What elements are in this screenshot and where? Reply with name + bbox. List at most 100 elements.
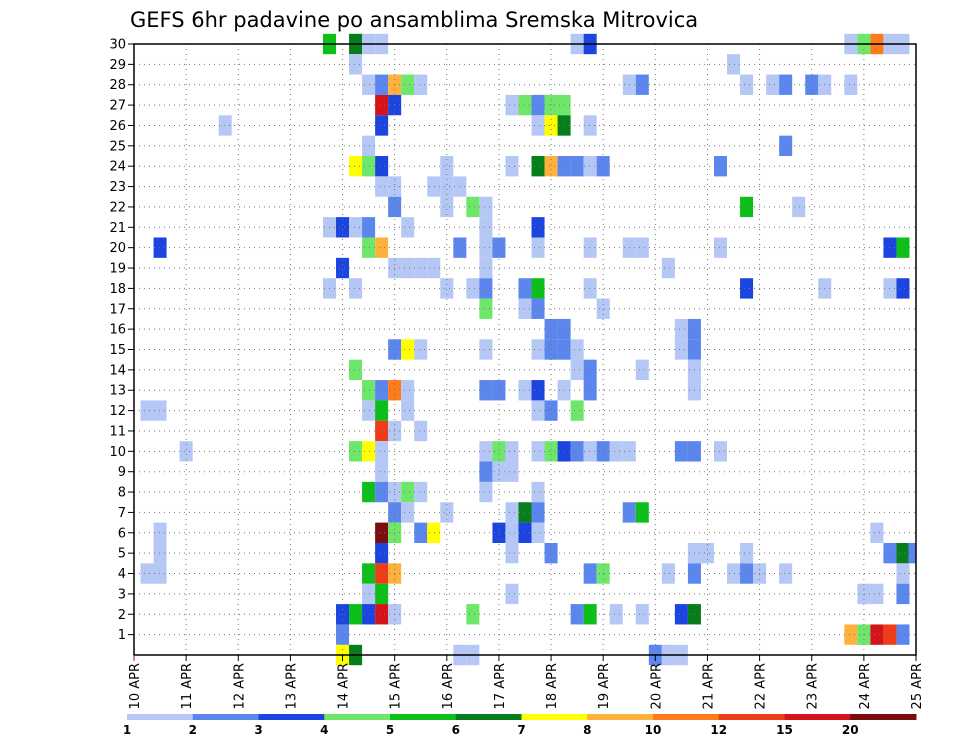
heatmap-cell [414,74,428,95]
y-tick-label: 28 [109,78,126,93]
heatmap-cell [375,604,389,625]
heatmap-cell [479,196,493,218]
heatmap-cell [896,583,910,605]
heatmap-cell [375,583,389,605]
heatmap-cell [349,156,363,177]
heatmap-cell [570,604,584,625]
heatmap-cell [140,563,154,584]
y-tick-label: 12 [109,404,126,419]
heatmap-cell [505,542,519,564]
heatmap-cell [479,481,493,503]
heatmap-cell [479,339,493,360]
grid-lines [134,43,916,655]
heatmap-cell [362,380,376,401]
x-axis: 10 APR 11 APR 12 APR 13 APR 14 APR 15 APR 16 A… [128,655,925,709]
heatmap-cell [713,441,728,462]
x-tick-label: 11 APR [180,663,195,709]
legend-label: 12 [710,723,727,737]
heatmap-cell [401,380,415,401]
y-tick-label: 7 [118,506,126,521]
heatmap-cell [362,135,376,157]
legend-label: 6 [452,723,460,737]
heatmap-cell [153,400,167,421]
heatmap-cell [570,441,584,462]
heatmap-cell [531,278,545,299]
heatmap-cell [349,54,363,75]
y-tick-label: 2 [118,608,126,623]
x-tick-label: 19 APR [597,663,612,709]
heatmap-cell [531,217,545,238]
heatmap-cell [375,481,389,503]
heatmap-cell [414,339,428,360]
heatmap-cell [375,237,389,258]
heatmap-cell [635,604,649,625]
heatmap-cell [362,604,376,625]
heatmap-cell [427,522,441,543]
heatmap-cell [440,176,454,197]
x-tick-label: 15 APR [389,663,404,709]
heatmap-cell [674,339,688,360]
y-axis: 1234567891011121314151617181920212223242… [109,38,134,643]
heatmap-cell [713,156,728,177]
heatmap-cell [440,278,454,299]
heatmap-cell [635,74,649,95]
heatmap-cell [779,135,793,157]
heatmap-cell [362,217,376,238]
y-tick-label: 11 [109,424,126,439]
heatmap-cell [544,441,558,462]
y-tick-label: 16 [109,323,126,338]
heatmap-cell [401,481,415,503]
y-tick-label: 19 [109,262,126,277]
heatmap-cell [505,156,519,177]
heatmap-cell [401,502,415,523]
heatmap-cell [401,74,415,95]
legend-swatch [324,714,391,720]
heatmap-cell [414,522,428,543]
heatmap-cell [349,604,363,625]
heatmap-cell [479,441,493,462]
heatmap-cell [505,502,519,523]
heatmap-cell [492,237,506,258]
heatmap-cell [661,563,675,584]
heatmap-cell [661,257,675,279]
heatmap-cell [362,237,376,258]
heatmap-cell [336,217,350,238]
chart-title: GEFS 6hr padavine po ansamblima Sremska … [130,8,698,32]
heatmap-cell [362,441,376,462]
heatmap-cell [349,278,363,299]
heatmap-cell [596,156,610,177]
heatmap-cell [544,94,558,116]
heatmap-cell [635,359,649,381]
heatmap-cell [870,583,884,605]
heatmap-cell [727,54,741,75]
x-tick-label: 21 APR [701,663,716,709]
legend-label: 10 [645,723,662,737]
heatmap-cell [779,563,793,584]
heatmap-cell [427,257,441,279]
y-tick-label: 25 [109,139,126,154]
heatmap-cell [362,563,376,584]
heatmap-cell [479,237,493,258]
heatmap-cell [414,481,428,503]
heatmap-cell [375,441,389,462]
heatmap-cell [674,441,688,462]
heatmap-cell [583,563,597,584]
heatmap-cell [505,94,519,116]
y-tick-label: 26 [109,119,126,134]
heatmap-cell [531,400,545,421]
heatmap-cell [583,359,597,381]
heatmap-cell [896,624,910,645]
legend-swatch [784,714,851,720]
heatmap-cell [362,400,376,421]
heatmap-cell [896,542,910,564]
legend-swatch [587,714,654,720]
x-tick-label: 25 APR [910,663,925,709]
heatmap-cell [531,115,545,136]
heatmap-cell [596,298,610,319]
heatmap-cell [375,74,389,95]
legend-label: 1 [123,723,131,737]
x-tick-label: 12 APR [232,663,247,709]
legend-swatch [127,714,194,720]
heatmap-cell [375,380,389,401]
